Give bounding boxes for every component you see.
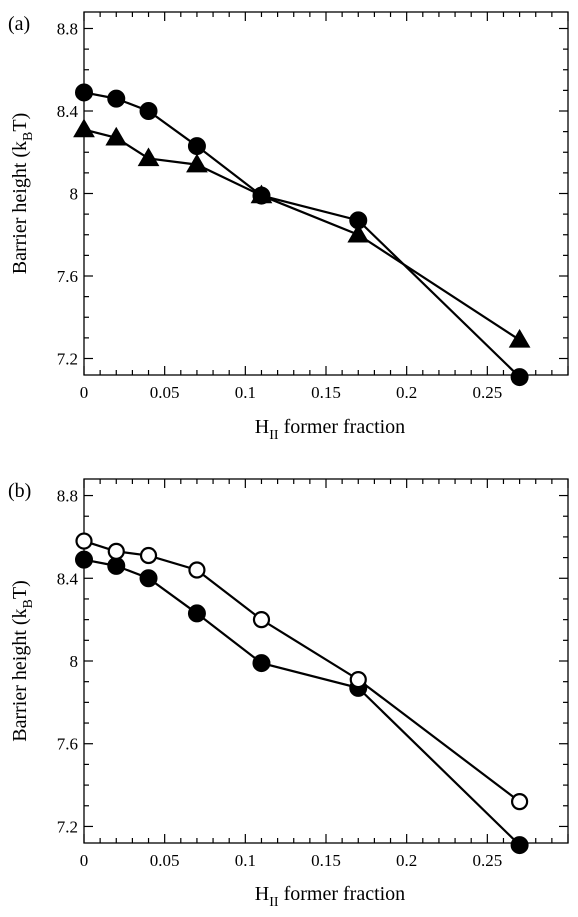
series-line-filled-circle: [83, 91, 521, 378]
panel-label: (b): [8, 480, 31, 502]
series-line-filled-circle: [83, 558, 521, 846]
x-tick-label: 0.05: [150, 851, 180, 870]
data-point-filled-circle: [187, 604, 206, 623]
data-point-triangle: [137, 147, 160, 167]
x-tick-label: 0.25: [472, 851, 502, 870]
y-tick-label: 8.4: [57, 569, 79, 588]
data-point-filled-circle: [139, 569, 158, 588]
data-point-open-circle: [107, 542, 125, 560]
y-tick-label: 8.8: [57, 487, 78, 506]
data-point-filled-circle: [75, 83, 93, 102]
x-tick-label: 0: [80, 383, 89, 402]
data-point-filled-circle: [187, 137, 206, 156]
y-tick-label: 8: [70, 652, 79, 671]
data-point-open-circle: [139, 546, 158, 565]
data-point-open-circle: [75, 532, 93, 550]
y-tick-label: 7.6: [57, 735, 78, 754]
x-tick-label: 0.1: [235, 383, 256, 402]
chart-panel-a: 0 0.05 0.1 0.15 0.2 0.25 7.2 7.6 8 8.4 8.8 HII form…: [8, 11, 569, 443]
x-axis-title: HII former fraction: [255, 416, 405, 443]
x-tick-label: 0.15: [311, 383, 341, 402]
y-tick-label: 7.6: [57, 267, 78, 286]
plot-frame: [83, 478, 569, 844]
data-point-triangle: [347, 223, 370, 243]
data-point-open-circle: [510, 793, 529, 811]
panel-label: (a): [8, 13, 30, 35]
data-point-triangle: [186, 153, 208, 173]
y-axis-title: Barrier height (kBT): [9, 580, 36, 742]
data-point-filled-circle: [139, 102, 158, 120]
y-tick-label: 8: [70, 185, 79, 204]
data-point-open-circle: [188, 561, 206, 579]
y-axis-title: Barrier height (kBT): [9, 113, 36, 275]
plot-frame: [83, 11, 569, 376]
data-point-filled-circle: [107, 89, 126, 108]
x-tick-label: 0.25: [472, 383, 502, 402]
x-tick-label: 0.15: [311, 851, 341, 870]
chart-panel-b: 0 0.05 0.1 0.15 0.2 0.25 7.2 7.6 8 8.4 8.8 HII form…: [8, 478, 569, 910]
data-point-filled-circle: [510, 836, 529, 855]
x-tick-label: 0.1: [235, 851, 256, 870]
data-point-filled-circle: [510, 368, 529, 387]
y-tick-label: 8.4: [57, 102, 79, 121]
data-point-open-circle: [349, 671, 367, 689]
y-tick-label: 8.8: [57, 20, 78, 39]
data-point-open-circle: [252, 611, 271, 629]
data-point-triangle: [105, 126, 128, 146]
y-tick-label: 7.2: [57, 817, 78, 836]
data-point-filled-circle: [252, 654, 271, 673]
y-tick-label: 7.2: [57, 350, 78, 369]
data-point-filled-circle: [75, 550, 93, 569]
data-point-triangle: [508, 328, 531, 348]
x-tick-label: 0: [80, 851, 89, 870]
x-tick-label: 0.2: [396, 383, 417, 402]
x-tick-label: 0.2: [396, 851, 417, 870]
x-tick-label: 0.05: [150, 383, 180, 402]
data-point-triangle: [250, 184, 273, 204]
data-point-triangle: [73, 118, 95, 138]
x-axis-title: HII former fraction: [255, 883, 405, 910]
